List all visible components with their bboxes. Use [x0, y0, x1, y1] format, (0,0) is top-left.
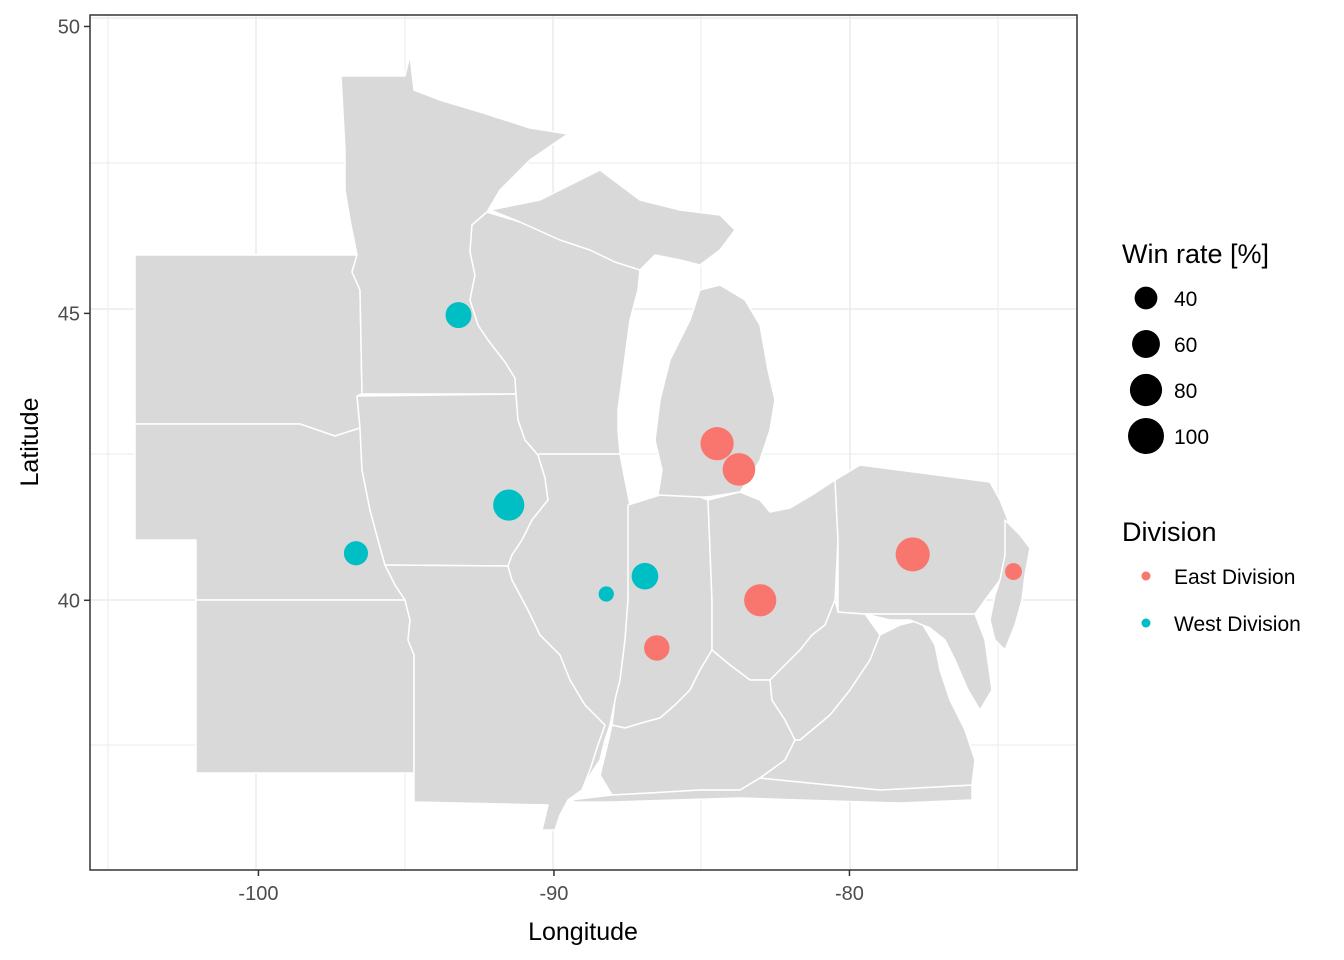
- x-tick-label: -100: [238, 883, 278, 905]
- color-legend-title: Division: [1122, 517, 1217, 547]
- data-point-east-division: [644, 635, 670, 661]
- state-maryland-delaware: [864, 613, 993, 711]
- state-kansas: [195, 599, 415, 774]
- y-tick-label: 45: [58, 303, 80, 325]
- color-legend-key: [1141, 571, 1151, 581]
- color-legend-label: East Division: [1174, 566, 1295, 589]
- x-axis: -100 -90 -80: [238, 870, 864, 905]
- size-legend-label: 80: [1174, 380, 1197, 403]
- data-point-east-division: [722, 453, 756, 486]
- data-point-west-division: [445, 302, 472, 329]
- size-legend-label: 60: [1174, 334, 1197, 357]
- state-virginia: [759, 619, 976, 791]
- size-legend-key: [1129, 373, 1163, 407]
- state-pennsylvania: [834, 464, 1009, 615]
- size-legend-key: [1134, 286, 1158, 310]
- size-legend-key: [1128, 418, 1164, 454]
- state-south-dakota: [134, 254, 363, 437]
- state-michigan-upper: [489, 169, 736, 271]
- y-axis-title: Latitude: [16, 398, 44, 487]
- state-shapes: [134, 54, 1031, 831]
- data-point-east-division: [1005, 563, 1022, 581]
- data-point-east-division: [700, 427, 734, 461]
- size-legend-label: 100: [1174, 426, 1209, 449]
- size-legend: Win rate [%] 40 60 80 100: [1122, 239, 1269, 454]
- x-axis-title: Longitude: [528, 918, 638, 946]
- data-point-east-division: [744, 584, 777, 617]
- color-legend: Division East Division West Division: [1122, 517, 1301, 636]
- color-legend-key: [1141, 618, 1151, 628]
- plot-panel-border: [89, 14, 1078, 871]
- data-point-west-division: [343, 541, 369, 566]
- y-tick-label: 50: [58, 16, 80, 38]
- y-axis: 40 45 50: [58, 16, 90, 612]
- y-tick-label: 40: [58, 590, 80, 612]
- data-point-east-division: [895, 537, 930, 572]
- data-points: [343, 302, 1022, 661]
- size-legend-title: Win rate [%]: [1122, 239, 1269, 269]
- size-legend-label: 40: [1174, 288, 1197, 311]
- state-new-jersey: [989, 519, 1031, 651]
- color-legend-label: West Division: [1174, 613, 1301, 636]
- x-tick-label: -80: [835, 883, 864, 905]
- x-tick-label: -90: [539, 883, 568, 905]
- data-point-west-division: [493, 489, 525, 521]
- data-point-west-division: [631, 562, 659, 590]
- size-legend-key: [1132, 330, 1160, 358]
- data-point-west-division: [598, 586, 614, 602]
